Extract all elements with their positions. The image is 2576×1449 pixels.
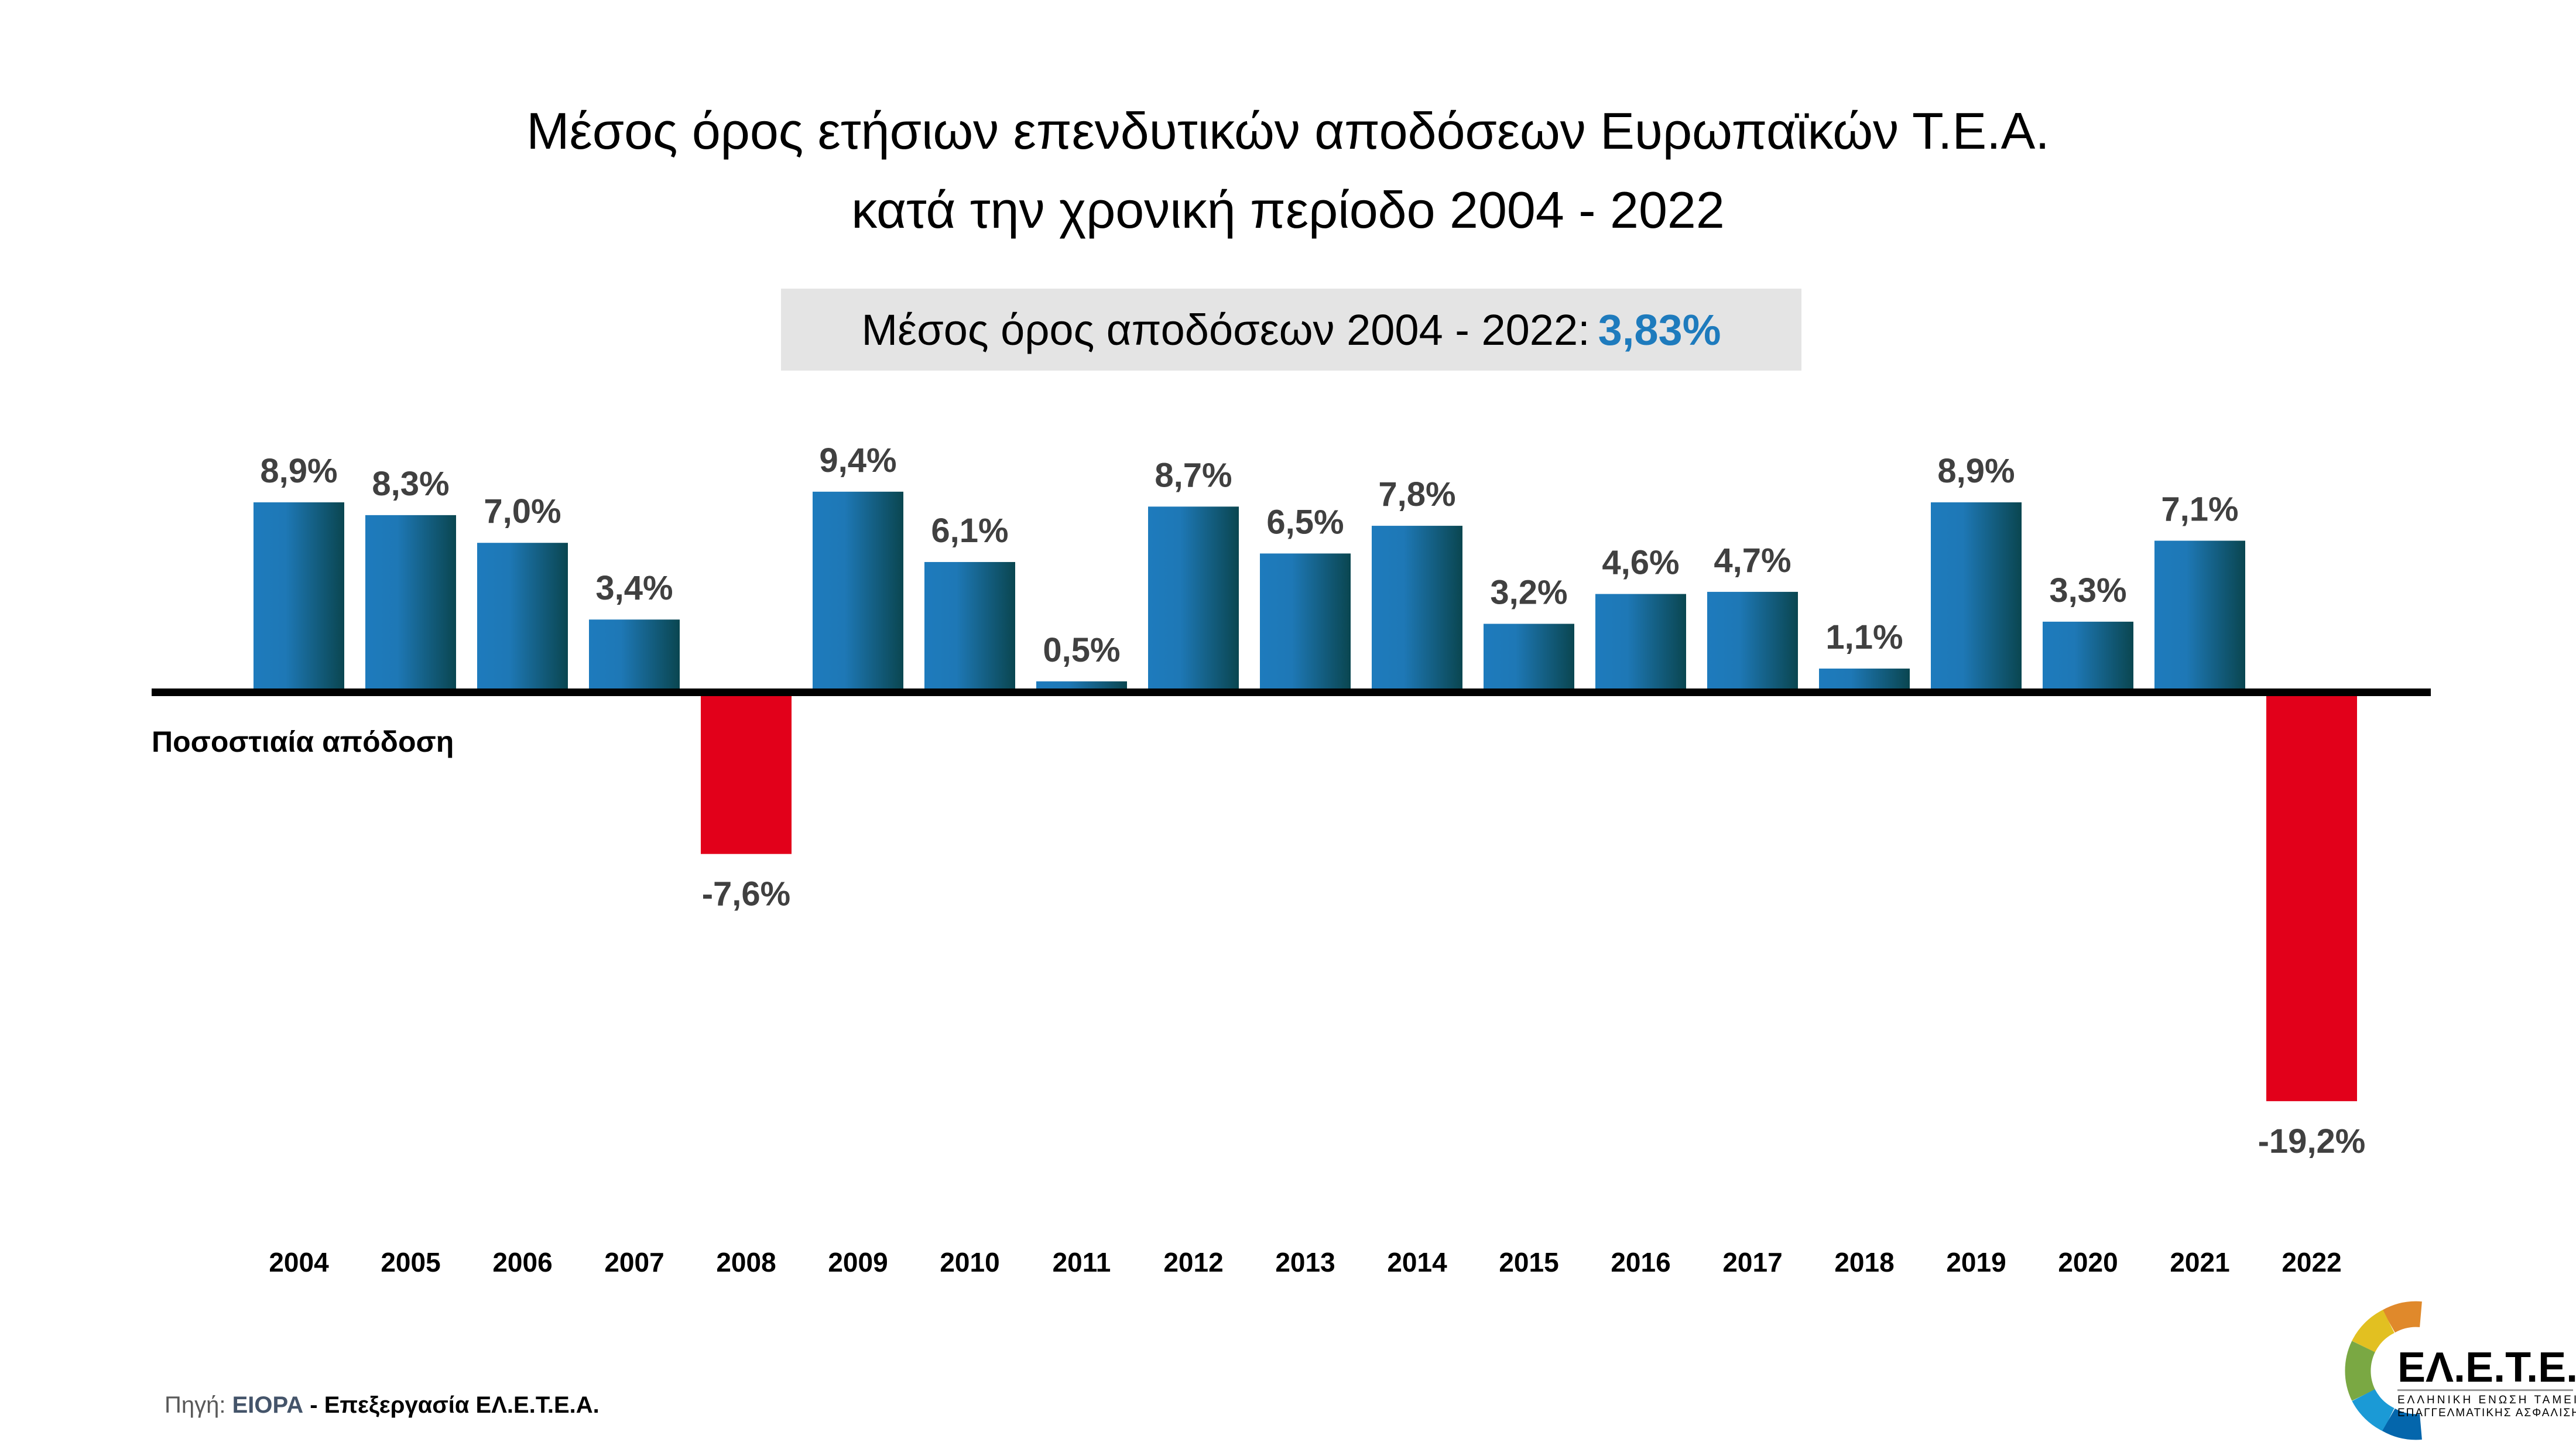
data-label-2008: -7,6%	[702, 875, 791, 913]
x-tick-label-2018: 2018	[1834, 1247, 1894, 1277]
bar-2010	[924, 561, 1015, 692]
data-label-2016: 4,6%	[1602, 544, 1679, 582]
data-label-2015: 3,2%	[1490, 574, 1567, 612]
x-tick-label-2021: 2021	[2170, 1247, 2229, 1277]
data-label-2014: 7,8%	[1378, 475, 1455, 513]
logo-subtitle-1: ΕΛΛΗΝΙΚΗ ΕΝΩΣΗ ΤΑΜΕΙΩΝ	[2397, 1394, 2576, 1406]
bar-2017	[1707, 591, 1798, 692]
chart-title-line2: κατά την χρονική περίοδο 2004 - 2022	[851, 181, 1725, 239]
bar-2019	[1931, 502, 2022, 692]
bar-2006	[477, 543, 568, 692]
x-tick-label-2016: 2016	[1611, 1247, 1670, 1277]
logo-text: ΕΛ.Ε.Τ.Ε.Α.	[2397, 1344, 2576, 1391]
x-tick-label-2013: 2013	[1275, 1247, 1335, 1277]
bar-2021	[2154, 540, 2245, 692]
data-label-2019: 8,9%	[1937, 452, 2015, 490]
source-org: EIOPA	[232, 1392, 304, 1418]
data-label-2005: 8,3%	[372, 465, 449, 503]
data-label-2006: 7,0%	[484, 492, 561, 530]
x-tick-label-2004: 2004	[269, 1247, 329, 1277]
data-label-2012: 8,7%	[1155, 456, 1232, 494]
source-suffix: - Επεξεργασία ΕΛ.Ε.Τ.Ε.Α.	[310, 1392, 600, 1418]
bar-2007	[589, 619, 680, 692]
chart-title-line1: Μέσος όρος ετήσιων επενδυτικών αποδόσεων…	[526, 102, 2050, 160]
x-tick-label-2009: 2009	[828, 1247, 888, 1277]
x-tick-label-2017: 2017	[1722, 1247, 1782, 1277]
average-value: 3,83%	[1598, 305, 1721, 354]
data-label-2007: 3,4%	[595, 569, 673, 607]
data-label-2011: 0,5%	[1043, 631, 1120, 669]
source-prefix: Πηγή:	[165, 1392, 226, 1418]
x-tick-label-2015: 2015	[1499, 1247, 1558, 1277]
x-tick-label-2005: 2005	[381, 1247, 440, 1277]
data-label-2009: 9,4%	[819, 441, 896, 479]
bar-2020	[2043, 621, 2133, 692]
x-tick-label-2008: 2008	[716, 1247, 776, 1277]
x-tick-label-2020: 2020	[2058, 1247, 2118, 1277]
y-axis-label: Ποσοστιαία απόδοση	[152, 725, 454, 758]
data-label-2013: 6,5%	[1266, 503, 1344, 541]
bar-2005	[365, 515, 456, 692]
x-tick-label-2006: 2006	[492, 1247, 552, 1277]
bar-2013	[1260, 553, 1351, 692]
source-note: Πηγή: EIOPA - Επεξεργασία ΕΛ.Ε.Τ.Ε.Α.	[165, 1392, 600, 1419]
average-return-box: Μέσος όρος αποδόσεων 2004 - 2022: 3,83%	[781, 289, 1801, 371]
data-label-2004: 8,9%	[260, 452, 337, 490]
x-tick-label-2012: 2012	[1163, 1247, 1223, 1277]
bar-2015	[1484, 624, 1574, 692]
bar-2009	[813, 491, 903, 692]
x-tick-label-2019: 2019	[1946, 1247, 2006, 1277]
average-label: Μέσος όρος αποδόσεων 2004 - 2022:	[861, 305, 1590, 354]
data-label-2021: 7,1%	[2161, 491, 2238, 529]
data-label-2022: -19,2%	[2258, 1122, 2366, 1160]
bar-2014	[1372, 526, 1462, 692]
data-label-2017: 4,7%	[1714, 542, 1791, 580]
bar-2012	[1148, 506, 1239, 692]
data-label-2018: 1,1%	[1825, 618, 1903, 656]
data-label-2020: 3,3%	[2049, 571, 2126, 609]
logo-ring-icon	[2345, 1301, 2422, 1440]
bar-2022	[2266, 692, 2357, 1101]
x-tick-label-2014: 2014	[1387, 1247, 1447, 1277]
logo-subtitle-2: ΕΠΑΓΓΕΛΜΑΤΙΚΗΣ ΑΣΦΑΛΙΣΗΣ	[2397, 1407, 2576, 1419]
x-tick-label-2007: 2007	[604, 1247, 664, 1277]
bar-2018	[1819, 668, 1910, 692]
data-label-2010: 6,1%	[931, 512, 1008, 550]
x-tick-label-2011: 2011	[1053, 1247, 1111, 1277]
x-tick-label-2010: 2010	[940, 1247, 999, 1277]
eletea-logo: ΕΛ.Ε.Τ.Ε.Α. ΕΛΛΗΝΙΚΗ ΕΝΩΣΗ ΤΑΜΕΙΩΝ ΕΠΑΓΓ…	[2345, 1301, 2576, 1440]
x-tick-label-2022: 2022	[2282, 1247, 2341, 1277]
bar-2004	[254, 502, 344, 692]
zero-axis-line	[152, 688, 2431, 696]
bar-2016	[1595, 594, 1686, 692]
bar-2008	[701, 692, 792, 854]
